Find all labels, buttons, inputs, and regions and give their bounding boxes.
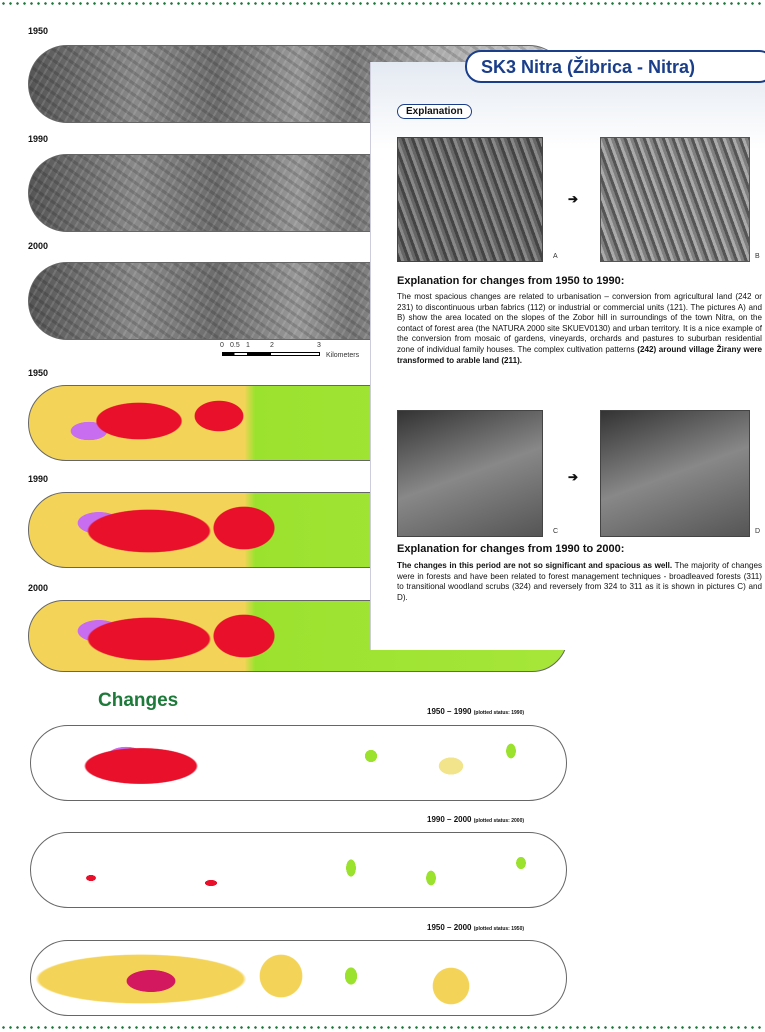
section-text: The changes in this period are not so si…: [397, 561, 762, 602]
change-period: 1990 – 2000 (plotted status: 2000): [427, 815, 525, 824]
photo-caption: C: [553, 528, 559, 535]
scale-tick: 0.5: [230, 342, 240, 349]
change-strip: [30, 832, 567, 908]
arrow: ➔: [568, 192, 579, 206]
scale-tick: 3: [317, 342, 321, 349]
photo: [397, 410, 543, 537]
explanation-label: Explanation: [397, 104, 472, 119]
photo: [397, 137, 543, 262]
photo: [600, 137, 750, 262]
scale-tick: 0: [220, 342, 224, 349]
scale-tick: 1: [246, 342, 250, 349]
photo-caption: D: [755, 528, 761, 535]
section-heading: Explanation for changes from 1990 to 200…: [397, 543, 625, 555]
section-text: The most spacious changes are related to…: [397, 292, 763, 365]
change-period: 1950 – 2000 (plotted status: 1950): [427, 923, 525, 932]
label: 1950: [28, 368, 49, 378]
scale-bar: [222, 352, 320, 356]
change-strip: [30, 725, 567, 801]
label: 2000: [28, 241, 49, 251]
border-bottom: [0, 1026, 765, 1029]
photo: [600, 410, 750, 537]
arrow: ➔: [568, 470, 579, 484]
panel-title: SK3 Nitra (Žibrica - Nitra): [465, 50, 765, 83]
label: 2000: [28, 583, 49, 593]
label: 1990: [28, 474, 49, 484]
photo-caption: B: [755, 253, 760, 260]
label: 1950: [28, 26, 49, 36]
section-heading: Explanation for changes from 1950 to 199…: [397, 275, 625, 287]
border-top: [0, 2, 765, 5]
label: 1990: [28, 134, 49, 144]
photo-caption: A: [553, 253, 558, 260]
scale-unit: Kilometers: [326, 352, 360, 359]
change-period: 1950 – 1990 (plotted status: 1990): [427, 707, 525, 716]
scale-tick: 2: [270, 342, 274, 349]
change-strip: [30, 940, 567, 1016]
changes-title: Changes: [98, 690, 179, 711]
